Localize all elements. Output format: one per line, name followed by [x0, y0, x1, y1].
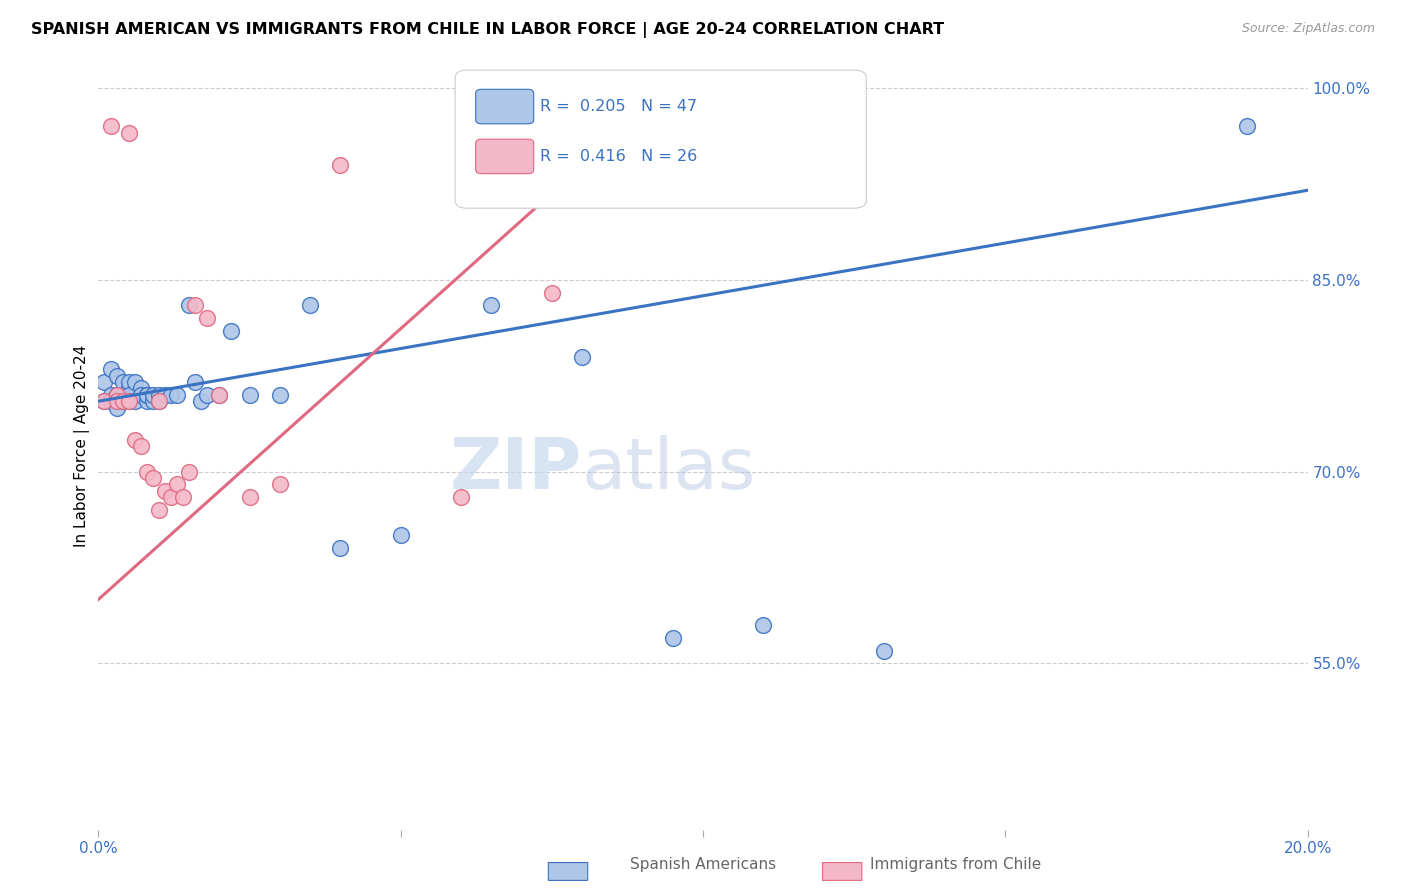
Point	[184, 298, 207, 312]
Point	[118, 375, 141, 389]
Point	[179, 465, 201, 479]
Y-axis label: In Labor Force | Age 20-24: In Labor Force | Age 20-24	[75, 345, 90, 547]
Point	[118, 394, 141, 409]
Text: Source: ZipAtlas.com: Source: ZipAtlas.com	[1241, 22, 1375, 36]
Point	[118, 126, 141, 140]
Point	[172, 490, 194, 504]
Point	[873, 643, 896, 657]
Point	[184, 375, 207, 389]
Point	[118, 394, 141, 409]
Point	[111, 394, 134, 409]
Point	[100, 120, 122, 134]
Point	[450, 490, 472, 504]
Point	[129, 439, 152, 453]
Point	[111, 375, 134, 389]
FancyBboxPatch shape	[475, 89, 534, 124]
Point	[135, 388, 157, 402]
Point	[142, 388, 165, 402]
Point	[105, 388, 128, 402]
Point	[160, 490, 183, 504]
Point	[135, 388, 157, 402]
Point	[208, 388, 231, 402]
Point	[135, 394, 157, 409]
Point	[166, 388, 188, 402]
Point	[142, 471, 165, 485]
Point	[153, 483, 176, 498]
Point	[93, 375, 115, 389]
FancyBboxPatch shape	[475, 139, 534, 174]
Point	[93, 394, 115, 409]
Point	[481, 298, 503, 312]
Point	[752, 618, 775, 632]
Text: Immigrants from Chile: Immigrants from Chile	[870, 857, 1042, 872]
Point	[105, 388, 128, 402]
Point	[239, 490, 262, 504]
Text: SPANISH AMERICAN VS IMMIGRANTS FROM CHILE IN LABOR FORCE | AGE 20-24 CORRELATION: SPANISH AMERICAN VS IMMIGRANTS FROM CHIL…	[31, 22, 943, 38]
Point	[124, 433, 146, 447]
Point	[142, 394, 165, 409]
Point	[329, 158, 352, 172]
Point	[124, 394, 146, 409]
Point	[148, 388, 170, 402]
Point	[100, 362, 122, 376]
Point	[105, 368, 128, 383]
Point	[166, 477, 188, 491]
Point	[111, 394, 134, 409]
Point	[111, 388, 134, 402]
Point	[118, 388, 141, 402]
Point	[1236, 120, 1258, 134]
Point	[195, 311, 218, 326]
Point	[124, 375, 146, 389]
Point	[105, 394, 128, 409]
Point	[221, 324, 243, 338]
Point	[153, 388, 176, 402]
Point	[269, 477, 291, 491]
Point	[135, 465, 157, 479]
Point	[299, 298, 322, 312]
Point	[118, 381, 141, 395]
Point	[540, 285, 562, 300]
Point	[100, 394, 122, 409]
Point	[195, 388, 218, 402]
Point	[208, 388, 231, 402]
Point	[148, 394, 170, 409]
Point	[329, 541, 352, 556]
Text: R =  0.205   N = 47: R = 0.205 N = 47	[540, 99, 697, 113]
Text: Spanish Americans: Spanish Americans	[630, 857, 776, 872]
Point	[105, 388, 128, 402]
Point	[100, 388, 122, 402]
Point	[179, 298, 201, 312]
Point	[571, 350, 593, 364]
Text: R =  0.416   N = 26: R = 0.416 N = 26	[540, 149, 697, 163]
Point	[160, 388, 183, 402]
Point	[105, 401, 128, 415]
Point	[661, 631, 683, 645]
Point	[239, 388, 262, 402]
Point	[129, 388, 152, 402]
Point	[148, 503, 170, 517]
Text: atlas: atlas	[582, 434, 756, 503]
FancyBboxPatch shape	[456, 70, 866, 208]
Point	[129, 381, 152, 395]
Point	[389, 528, 412, 542]
Point	[269, 388, 291, 402]
Point	[148, 394, 170, 409]
Point	[190, 394, 212, 409]
Point	[93, 394, 115, 409]
Text: ZIP: ZIP	[450, 434, 582, 503]
